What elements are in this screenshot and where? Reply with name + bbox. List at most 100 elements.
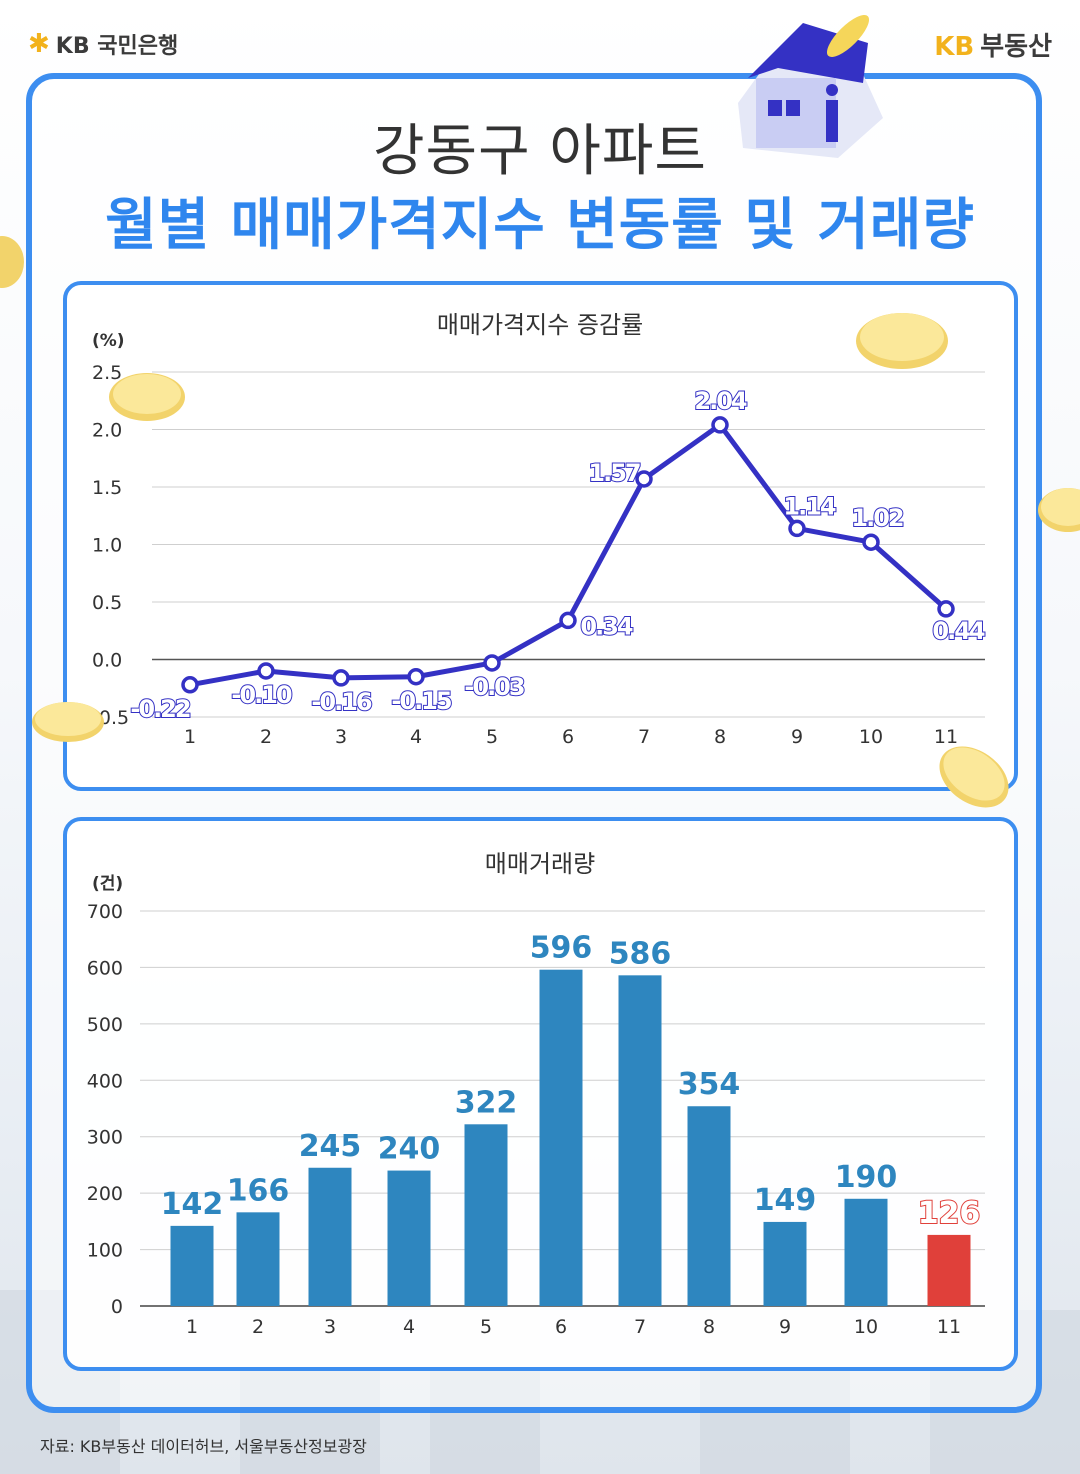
y-tick-label: 600 <box>87 957 123 979</box>
data-point <box>407 668 425 686</box>
data-label: -0.15 <box>391 687 451 715</box>
data-label: 149 <box>754 1183 817 1218</box>
y-tick-label: 300 <box>87 1127 123 1149</box>
data-label: 322 <box>455 1085 518 1120</box>
kb-bank-logo: ✱ KB 국민은행 <box>28 28 178 60</box>
x-tick-label: 4 <box>403 1316 415 1338</box>
x-tick-label: 11 <box>937 1316 961 1338</box>
data-label: -0.03 <box>464 673 523 701</box>
bar <box>763 1221 807 1306</box>
line-chart: 매매가격지수 증감률(%)2.52.01.51.00.50.0-0.5 -0.22… <box>92 311 988 748</box>
data-label: 0.44 <box>932 617 985 645</box>
page-subtitle: 월별 매매가격지수 변동률 및 거래량 <box>105 193 975 258</box>
data-point <box>788 519 806 538</box>
line-chart-panel <box>63 281 1018 791</box>
y-tick-label: 0.0 <box>92 650 122 672</box>
data-label: 245 <box>299 1129 362 1164</box>
kb-realestate-label: 부동산 <box>980 32 1052 62</box>
x-tick-label: 10 <box>854 1316 878 1338</box>
x-tick-label: 7 <box>634 1316 646 1338</box>
x-tick-label: 1 <box>184 726 196 748</box>
data-label: 190 <box>835 1160 898 1195</box>
x-tick-label: 3 <box>335 726 347 748</box>
x-tick-label: 5 <box>480 1316 492 1338</box>
data-point <box>862 533 880 551</box>
chart-title: 매매거래량 <box>485 850 595 878</box>
bar <box>539 969 583 1306</box>
y-tick-label: 100 <box>87 1240 123 1262</box>
bar <box>618 975 662 1306</box>
data-label: 142 <box>161 1187 224 1222</box>
y-tick-label: 1.0 <box>92 535 122 557</box>
y-tick-label: 2.0 <box>92 420 122 442</box>
x-tick-label: 5 <box>486 726 498 748</box>
kb-bank-label: KB 국민은행 <box>55 34 179 59</box>
data-point <box>937 600 955 618</box>
y-tick-label: 1.5 <box>92 477 122 499</box>
x-tick-label: 2 <box>260 726 272 748</box>
x-tick-label: 6 <box>555 1316 567 1338</box>
x-tick-label: 8 <box>714 726 726 748</box>
kb-star-icon: ✱ <box>28 29 50 59</box>
y-tick-label: 200 <box>87 1183 123 1205</box>
bar <box>687 1106 731 1306</box>
coin-icon <box>0 236 24 288</box>
data-label: 354 <box>678 1067 741 1102</box>
y-tick-label: 500 <box>87 1014 123 1036</box>
bar <box>236 1212 280 1306</box>
x-tick-label: 9 <box>779 1316 791 1338</box>
data-point <box>181 676 199 694</box>
data-point <box>711 416 729 434</box>
data-label: -0.22 <box>130 695 189 723</box>
x-tick-label: 8 <box>703 1316 715 1338</box>
x-tick-label: 9 <box>791 726 803 748</box>
y-tick-label: 0 <box>111 1296 123 1318</box>
data-label: 1.02 <box>851 504 903 532</box>
x-tick-label: 1 <box>186 1316 198 1338</box>
bar <box>308 1167 352 1306</box>
x-tick-label: 10 <box>859 726 883 748</box>
y-tick-label: 400 <box>87 1070 123 1092</box>
data-point <box>483 654 501 672</box>
x-tick-label: 6 <box>562 726 574 748</box>
data-label: 596 <box>530 931 593 966</box>
x-tick-label: 11 <box>934 726 958 748</box>
data-label: 240 <box>378 1132 441 1167</box>
coin-icon <box>109 373 185 421</box>
data-label: 0.34 <box>580 612 633 640</box>
data-label: 2.04 <box>694 387 747 415</box>
chart-title: 매매가격지수 증감률 <box>437 311 643 339</box>
x-tick-label: 3 <box>324 1316 336 1338</box>
kb-realestate-logo: KB 부동산 <box>934 26 1052 63</box>
data-label: -0.16 <box>311 688 371 716</box>
y-tick-label: 0.5 <box>92 592 122 614</box>
x-tick-label: 7 <box>638 726 650 748</box>
data-label: 166 <box>227 1173 290 1208</box>
bar <box>844 1198 888 1306</box>
data-point <box>559 611 577 630</box>
x-tick-label: 2 <box>252 1316 264 1338</box>
y-axis-unit: (건) <box>92 874 123 894</box>
data-label: 586 <box>609 936 672 971</box>
y-axis-unit: (%) <box>92 331 125 351</box>
kb-mark: KB <box>934 32 975 62</box>
coin-icon <box>856 313 948 369</box>
coin-icon <box>939 746 1009 808</box>
page-title: 강동구 아파트 <box>373 119 707 184</box>
bar <box>387 1170 431 1306</box>
coin-icon <box>32 702 104 742</box>
bar <box>170 1225 214 1306</box>
house-coin-icon <box>738 14 883 158</box>
data-label: 1.57 <box>588 459 640 487</box>
data-point <box>332 669 350 687</box>
data-label: 1.14 <box>783 492 836 520</box>
bar <box>927 1234 971 1306</box>
data-point <box>635 470 653 488</box>
coin-icon <box>1038 488 1080 532</box>
data-label: 126 <box>918 1196 981 1231</box>
x-tick-label: 4 <box>410 726 422 748</box>
y-tick-label: 700 <box>87 901 123 923</box>
source-note: 자료: KB부동산 데이터허브, 서울부동산정보광장 <box>40 1437 367 1456</box>
data-label: -0.10 <box>231 681 291 709</box>
